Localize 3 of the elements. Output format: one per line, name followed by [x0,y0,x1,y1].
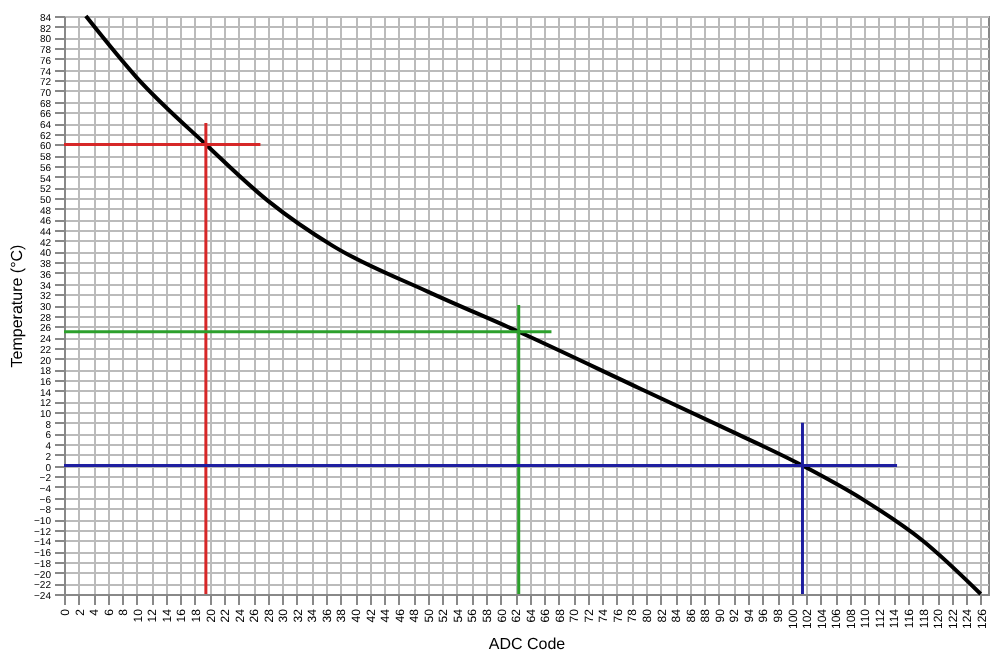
line-series [83,14,983,596]
y-axis-title: Temperature (°C) [8,243,27,368]
x-axis-title: ADC Code [488,635,567,654]
